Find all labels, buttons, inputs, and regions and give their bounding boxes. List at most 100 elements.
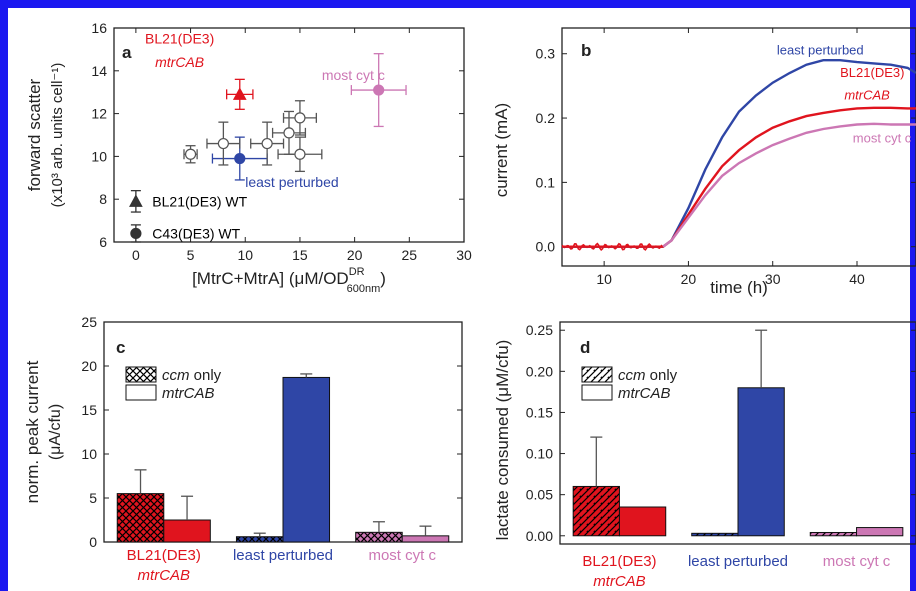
panel-b-annotation: BL21(DE3) [840,65,904,80]
panel-b-annotation: mtrCAB [844,88,890,103]
series-line [662,122,916,248]
panel-b-ytick-label: 0.1 [536,174,556,190]
panel-d-group-label: BL21(DE3) [582,553,656,570]
panel-d-frame [559,321,916,545]
panel-b-line-chart: 10 20 30 40 0.0 0.1 0.2 0.3 b least perturbed BL21… [492,27,916,297]
panel-c-ytick-label: 15 [81,402,97,418]
panel-d-group-label: most cyt c [823,553,891,570]
panel-b-xtick-label: 20 [681,271,697,287]
panel-c-letter: c [116,338,125,357]
panel-d-letter: d [580,338,590,357]
panel-a-xtick-label: 0 [132,247,140,263]
panel-a-ytick-label: 8 [99,191,107,207]
panel-b-xtick-label: 30 [765,271,781,287]
panel-a-xtick-label: 10 [237,247,253,263]
panel-d-legend-swatch-mtrcab [581,384,613,401]
panel-c-group-label: most cyt c [368,547,436,564]
bar [355,531,403,543]
series-line [562,59,916,248]
panel-b-letter: b [581,41,591,60]
panel-a-xtick-label: 25 [402,247,418,263]
bar [163,519,211,543]
panel-a-scatter: 0 5 10 15 20 25 30 6 8 10 12 14 16 a BL21(DE3) mtrCAB mo… [25,20,472,295]
legend-ccm-only: only [190,367,222,384]
panel-d-legend-ccm-label: ccm only [618,367,678,384]
panel-d-bar-chart: 0.00 0.05 0.10 0.15 0.20 0.25 d BL21(DE3) mtrCAB… [493,321,916,590]
scatter-point-circle [234,152,246,165]
panel-d-group-label2: mtrCAB [593,573,646,590]
bar [401,535,450,543]
panel-d-ytick-label: 0.25 [526,322,553,338]
panel-a-ytick-label: 14 [91,63,107,79]
panel-a-frame [113,27,465,243]
panel-a-annotation: C43(DE3) WT [152,225,240,241]
panel-c-legend-swatch-mtrcab [125,384,157,401]
panel-d-ylabel: lactate consumed (μM/cfu) [493,340,512,541]
panel-a-xtick-label: 30 [456,247,472,263]
bar [856,527,904,537]
bar [282,376,331,543]
panel-c-legend-mtrcab-label: mtrCAB [162,385,215,402]
scatter-point-circle [130,227,142,240]
panel-c-ytick-label: 5 [89,490,97,506]
panel-a-annotation: BL21(DE3) [145,31,214,47]
panel-a-ytick-label: 16 [91,20,107,36]
panel-b-annotation: least perturbed [777,43,864,58]
scatter-point-circle [217,137,229,150]
bar [235,536,284,543]
panel-a-ytick-label: 12 [91,106,107,122]
panel-c-ylabel-units: (μA/cfu) [47,404,64,460]
panel-d-ytick-label: 0.20 [526,363,553,379]
panel-c-ytick-label: 20 [81,358,97,374]
panel-a-letter: a [122,43,132,62]
panel-b-xtick-label: 40 [849,271,865,287]
panel-b-frame [561,27,916,267]
panel-d-ytick-label: 0.00 [526,528,553,544]
legend-ccm-italic: ccm [618,367,646,384]
panel-a-xtick-label: 15 [292,247,308,263]
panel-d-ytick-label: 0.15 [526,404,553,420]
panel-a-xlabel: [MtrC+MtrA] (μM/ODDR 600nm) [192,266,386,295]
panel-c-legend-ccm-label: ccm only [162,367,222,384]
panel-b-ylabel: current (mA) [492,103,511,197]
panel-b-ytick-label: 0.2 [536,110,556,126]
legend-ccm-only: only [646,367,678,384]
bar [572,485,620,537]
scatter-point-circle [294,112,306,124]
panel-a-ytick-label: 6 [99,234,107,250]
panel-d-legend-swatch-ccm [581,366,613,383]
bar [809,531,858,537]
panel-c-ytick-label: 25 [81,314,97,330]
panel-d-group-label: least perturbed [688,553,788,570]
panel-c-ytick-label: 0 [89,534,97,550]
panel-b-ytick-label: 0.3 [536,46,556,62]
scatter-point-triangle [232,87,247,100]
bar [618,506,667,537]
bar [116,493,165,543]
panel-b-xlabel: time (h) [710,278,768,297]
bar [691,532,739,537]
panel-a-ylabel-units: (x10³ arb. units cell⁻¹) [49,63,66,208]
scatter-point-circle [283,127,295,139]
panel-c-group-label: BL21(DE3) [127,547,201,564]
scatter-point-triangle [129,194,143,207]
panel-a-annotation: BL21(DE3) WT [152,193,247,209]
panel-b-ytick-label: 0.0 [536,239,556,255]
panel-d-legend-mtrcab-label: mtrCAB [618,385,671,402]
panel-b-xtick-label: 10 [596,271,612,287]
panel-c-ylabel: norm. peak current [23,360,42,503]
panel-c-ytick-label: 10 [81,446,97,462]
panel-a-ytick-label: 10 [91,148,107,164]
panel-c-legend-swatch-ccm [125,366,157,383]
scatter-point-circle [294,148,306,160]
scatter-point-circle [184,148,197,160]
panel-a-xtick-label: 5 [187,247,195,263]
panel-a-xtick-label: 20 [347,247,363,263]
bar [737,387,785,537]
panel-a-annotation: least perturbed [245,174,338,190]
series-line [562,106,916,248]
scatter-point-circle [373,84,385,96]
legend-ccm-italic: ccm [162,367,190,384]
panel-d-ytick-label: 0.10 [526,446,553,462]
